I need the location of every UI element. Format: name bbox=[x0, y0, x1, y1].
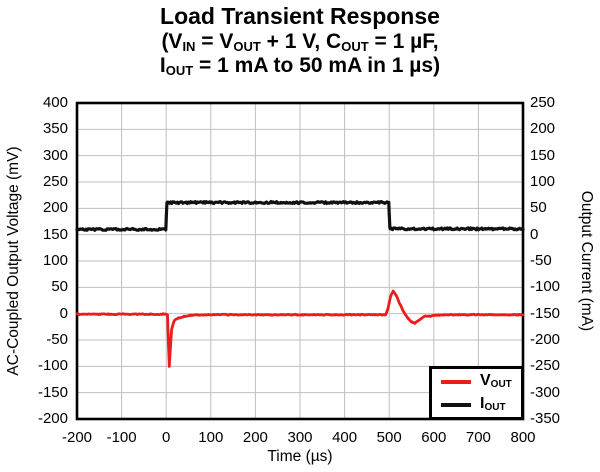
text-segment: I bbox=[159, 54, 166, 77]
y-right-tick-label: 50 bbox=[530, 199, 547, 217]
x-tick-label: 400 bbox=[332, 429, 358, 446]
x-tick-label: 500 bbox=[376, 429, 402, 446]
legend-entry: VOUT bbox=[441, 372, 521, 392]
legend-line-sample bbox=[441, 379, 471, 384]
x-tick-label: 100 bbox=[198, 429, 224, 446]
text-segment: I bbox=[480, 394, 485, 412]
y-left-tick-label: 400 bbox=[42, 94, 68, 111]
text-segment: V bbox=[480, 371, 491, 389]
text-segment: = 1 mA to 50 mA in 1 µs) bbox=[193, 54, 441, 77]
chart-subtitle-line2: IOUT = 1 mA to 50 mA in 1 µs) bbox=[0, 54, 600, 80]
x-tick-label: 200 bbox=[242, 429, 268, 446]
chart-subtitle-line1: (VIN = VOUT + 1 V, COUT = 1 µF, bbox=[0, 30, 600, 56]
x-tick-label: 0 bbox=[162, 429, 171, 446]
y-right-tick-label: -250 bbox=[530, 357, 561, 375]
y-left-tick-label: 300 bbox=[42, 146, 68, 164]
y-right-tick-label: 100 bbox=[530, 173, 556, 190]
x-tick-label: -200 bbox=[61, 429, 93, 446]
plot-border bbox=[75, 101, 525, 421]
y-right-tick-label: 0 bbox=[530, 225, 539, 243]
legend-label: VOUT bbox=[480, 371, 512, 391]
y-left-tick-label: 0 bbox=[59, 304, 68, 322]
subscript-text: OUT bbox=[165, 63, 194, 78]
text-segment: + 1 V, C bbox=[260, 30, 342, 53]
x-tick-label: 700 bbox=[465, 429, 491, 446]
y-right-tick-label: 150 bbox=[530, 146, 556, 164]
subscript-text: OUT bbox=[490, 378, 512, 390]
y-right-tick-label: -200 bbox=[530, 331, 561, 348]
trace-vout bbox=[75, 289, 525, 368]
y-left-tick-label: 100 bbox=[42, 252, 68, 269]
y-left-tick-label: 350 bbox=[42, 120, 68, 138]
legend: VOUT IOUT bbox=[429, 366, 524, 420]
subscript-text: OUT bbox=[233, 39, 261, 54]
subscript-text: IN bbox=[182, 39, 196, 54]
subscript-text: OUT bbox=[484, 401, 506, 413]
y-right-tick-label: -50 bbox=[530, 252, 552, 269]
y-left-tick-label: 200 bbox=[42, 199, 68, 217]
y-left-tick-label: 150 bbox=[42, 225, 68, 243]
trace-iout bbox=[75, 200, 525, 232]
y-left-tick-label: -200 bbox=[37, 410, 68, 427]
legend-label: IOUT bbox=[480, 394, 506, 414]
y-left-tick-label: -50 bbox=[46, 331, 68, 348]
x-tick-label: 300 bbox=[287, 429, 313, 446]
x-axis-title: Time (µs) bbox=[267, 448, 333, 465]
y-right-tick-label: -350 bbox=[530, 410, 561, 427]
chart-title: Load Transient Response bbox=[160, 3, 440, 29]
text-segment: = V bbox=[195, 30, 234, 53]
text-segment: (V bbox=[161, 30, 183, 53]
text-segment: = 1 µF, bbox=[368, 30, 439, 53]
y-left-tick-label: 250 bbox=[42, 173, 68, 190]
y-left-tick-label: -100 bbox=[37, 357, 68, 375]
legend-line-sample bbox=[441, 402, 471, 407]
x-tick-label: 600 bbox=[421, 429, 447, 446]
subscript-text: OUT bbox=[341, 39, 369, 54]
y-right-tick-label: 250 bbox=[530, 94, 556, 111]
y-right-tick-label: 200 bbox=[530, 120, 556, 138]
x-tick-label: -100 bbox=[106, 429, 137, 446]
y-right-tick-label: -150 bbox=[530, 304, 561, 322]
y-right-tick-label: -300 bbox=[530, 383, 561, 401]
y-left-tick-label: 50 bbox=[51, 278, 68, 296]
y-right-tick-label: -100 bbox=[530, 278, 561, 296]
y-left-tick-label: -150 bbox=[37, 383, 68, 401]
legend-entry: IOUT bbox=[441, 395, 521, 415]
x-tick-label: 800 bbox=[510, 429, 536, 446]
